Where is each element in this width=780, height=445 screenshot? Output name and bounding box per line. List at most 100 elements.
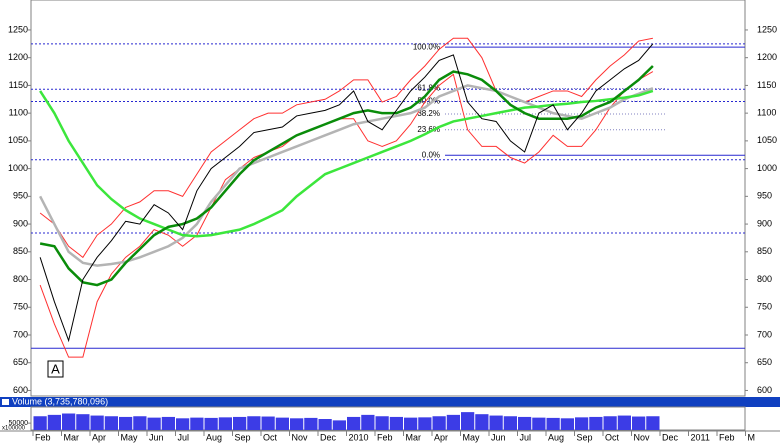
fib-label: 23.6% xyxy=(417,125,440,134)
volume-bar xyxy=(461,412,475,430)
volume-bar xyxy=(76,414,90,430)
series-line xyxy=(39,89,654,238)
series-line xyxy=(39,65,654,287)
volume-bar xyxy=(532,417,546,430)
x-tick-label: Mar xyxy=(64,432,80,442)
volume-bar xyxy=(204,417,218,430)
volume-bar xyxy=(233,416,247,430)
volume-bar xyxy=(475,414,489,430)
plot-frame xyxy=(30,0,746,397)
x-tick-label: Sep xyxy=(577,432,593,442)
volume-bar xyxy=(247,416,261,430)
volume-icon xyxy=(2,399,9,405)
x-tick-label: Aug xyxy=(548,432,564,442)
y-tick-label-right: 950 xyxy=(757,191,772,201)
x-tick-label: Dec xyxy=(320,432,337,442)
fib-label: 50.0% xyxy=(417,96,440,105)
y-tick-label: 750 xyxy=(13,302,28,312)
volume-bar xyxy=(389,416,403,430)
y-tick-label: 700 xyxy=(13,329,28,339)
x-tick-label: Apr xyxy=(434,432,448,442)
volume-bar xyxy=(290,418,304,430)
y-tick-label: 950 xyxy=(13,191,28,201)
y-tick-label: 900 xyxy=(13,218,28,228)
volume-bar xyxy=(261,416,275,430)
volume-bar xyxy=(432,416,446,430)
x-tick-label: Mar xyxy=(406,432,422,442)
x-tick-label: Sep xyxy=(235,432,251,442)
y-tick-label-right: 800 xyxy=(757,274,772,284)
annotation-box xyxy=(47,360,64,378)
y-tick-label-right: 1100 xyxy=(757,108,776,118)
y-tick-label: 1000 xyxy=(8,163,28,173)
x-tick-label: Jul xyxy=(520,432,532,442)
volume-bar xyxy=(47,414,61,430)
volume-bar xyxy=(119,416,133,430)
series-line xyxy=(39,37,653,259)
volume-bar xyxy=(489,415,503,430)
volume-bar xyxy=(646,416,660,430)
volume-bar xyxy=(589,416,603,430)
volume-bar xyxy=(275,417,289,430)
x-tick-label: Oct xyxy=(263,432,278,442)
x-tick-label: Dec xyxy=(662,432,679,442)
x-tick-label: M xyxy=(748,432,756,442)
x-tick-label: 2011 xyxy=(691,432,710,442)
y-tick-label: 1150 xyxy=(9,80,28,90)
volume-bar xyxy=(546,417,560,430)
y-tick-label-right: 900 xyxy=(757,218,772,228)
y-tick-label-right: 1150 xyxy=(757,80,776,90)
y-tick-label: 650 xyxy=(13,357,28,367)
volume-bar xyxy=(133,416,147,430)
volume-bar xyxy=(375,416,389,430)
y-tick-label: 600 xyxy=(13,385,28,395)
y-tick-label-right: 850 xyxy=(757,246,772,256)
volume-bar xyxy=(62,413,76,430)
x-tick-label: Nov xyxy=(634,432,651,442)
annotation: A xyxy=(51,361,60,376)
x-tick-label: Jul xyxy=(178,432,190,442)
volume-bar xyxy=(161,416,175,430)
y-tick-label: 850 xyxy=(13,246,28,256)
y-tick-label-right: 1200 xyxy=(757,52,777,62)
volume-bar xyxy=(33,416,47,430)
volume-bar xyxy=(104,416,118,430)
volume-bar xyxy=(190,417,204,430)
volume-tick-label: 50000 xyxy=(9,420,29,427)
volume-bar xyxy=(575,417,589,430)
y-tick-label-right: 700 xyxy=(757,329,772,339)
x-tick-label: Oct xyxy=(605,432,620,442)
x-tick-label: Feb xyxy=(719,432,735,442)
volume-bar xyxy=(560,418,574,430)
x-tick-label: May xyxy=(121,432,139,442)
series-line xyxy=(39,43,654,343)
volume-bar xyxy=(361,414,375,430)
volume-bar xyxy=(503,416,517,430)
volume-bar xyxy=(347,416,361,430)
y-tick-label-right: 650 xyxy=(757,357,772,367)
y-tick-label-right: 1000 xyxy=(757,163,777,173)
fib-label: 38.2% xyxy=(417,109,440,118)
x-tick-label: Nov xyxy=(292,432,309,442)
y-tick-label: 800 xyxy=(13,274,28,284)
volume-bar xyxy=(446,414,460,430)
y-tick-label-right: 1050 xyxy=(757,135,777,145)
x-tick-label: Feb xyxy=(35,432,51,442)
x-tick-label: May xyxy=(463,432,481,442)
y-tick-label: 1200 xyxy=(8,52,28,62)
y-tick-label-right: 600 xyxy=(757,385,772,395)
volume-bar xyxy=(404,417,418,430)
series-line xyxy=(39,84,654,267)
x-tick-label: Aug xyxy=(206,432,222,442)
volume-bar xyxy=(147,417,161,430)
fib-label: 100.0% xyxy=(413,42,440,51)
volume-bar xyxy=(176,418,190,430)
y-tick-label: 1250 xyxy=(8,24,28,34)
y-tick-label-right: 1250 xyxy=(757,24,777,34)
y-tick-label: 1100 xyxy=(9,108,28,118)
y-tick-label-right: 750 xyxy=(757,302,772,312)
volume-bar xyxy=(632,416,646,430)
series-line xyxy=(39,71,654,358)
